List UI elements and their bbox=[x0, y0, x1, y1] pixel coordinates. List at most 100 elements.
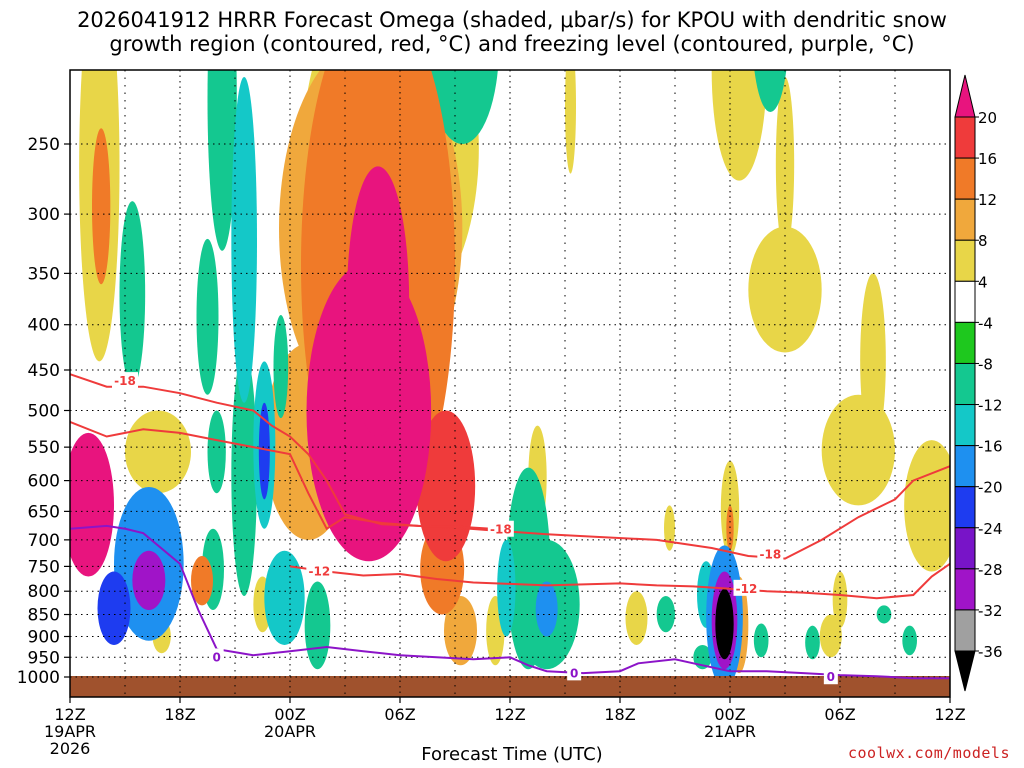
colorbar-segment-8 bbox=[954, 445, 976, 488]
colorbar-segment-6 bbox=[954, 362, 976, 406]
omega-blob-49 bbox=[497, 539, 516, 637]
omega-blob-57 bbox=[346, 166, 410, 437]
omega-blob-13 bbox=[625, 591, 648, 645]
omega-blob-29 bbox=[304, 581, 331, 670]
y-tick-label-750: 750 bbox=[28, 557, 60, 577]
omega-colorbar: 20 16 12 8 4 -4 -8 -12 -16 -20 -24 -28 -32 -36 bbox=[954, 74, 1003, 692]
omega-blob-10 bbox=[904, 440, 950, 572]
omega-blob-54 bbox=[535, 581, 558, 637]
omega-blob-60 bbox=[258, 402, 270, 500]
colorbar-label-2: 12 bbox=[978, 191, 997, 209]
x-tick-label-18: 06Z bbox=[384, 705, 415, 724]
colorbar-bottom-arrow bbox=[954, 650, 976, 692]
omega-blob-46 bbox=[231, 76, 257, 403]
colorbar-label-10: -24 bbox=[978, 520, 1003, 538]
colorbar-label-13: -36 bbox=[978, 643, 1003, 661]
x-date-label-12: 20APR bbox=[264, 722, 316, 741]
omega-blob-51 bbox=[726, 505, 734, 551]
temperature-contours: -18 -18 -18 -12 -12 0 0 0 bbox=[70, 372, 950, 685]
omega-blob-59 bbox=[97, 571, 131, 645]
omega-blob-26 bbox=[273, 314, 289, 419]
x-tick-label-42: 06Z bbox=[824, 705, 855, 724]
x-tick-label-12: 00Z bbox=[274, 705, 305, 724]
omega-blob-24 bbox=[196, 238, 219, 395]
omega-blob-19 bbox=[664, 505, 675, 551]
omega-blob-47 bbox=[264, 550, 305, 645]
colorbar-label-5: -4 bbox=[978, 314, 993, 332]
colorbar-segment-3 bbox=[954, 239, 976, 282]
colorbar-label-8: -16 bbox=[978, 438, 1003, 456]
omega-blob-34 bbox=[656, 595, 675, 633]
y-tick-label-400: 400 bbox=[28, 316, 60, 336]
y-tick-label-500: 500 bbox=[28, 402, 60, 422]
x-tick-label-30: 18Z bbox=[604, 705, 635, 724]
freezing-label-bg-2 bbox=[823, 668, 838, 685]
omega-blob-32 bbox=[754, 70, 787, 112]
colorbar-segment-11 bbox=[954, 568, 976, 611]
colorbar-segment-5 bbox=[954, 321, 976, 364]
dgz-label-bg-2 bbox=[757, 545, 784, 562]
y-tick-label-350: 350 bbox=[28, 264, 60, 284]
colorbar-label-3: 8 bbox=[978, 232, 988, 250]
omega-blob-5 bbox=[565, 70, 576, 174]
y-tick-label-650: 650 bbox=[28, 502, 60, 522]
colorbar-label-0: 20 bbox=[978, 109, 997, 127]
chart-title-line-2: growth region (contoured, red, °C) and f… bbox=[109, 32, 915, 56]
y-tick-label-300: 300 bbox=[28, 205, 60, 225]
colorbar-segment-0 bbox=[954, 116, 976, 159]
y-tick-label-1000: 1000 bbox=[17, 668, 60, 688]
y-tick-label-600: 600 bbox=[28, 472, 60, 492]
omega-blob-39 bbox=[902, 625, 918, 656]
y-tick-label-550: 550 bbox=[28, 438, 60, 458]
pressure-axis: 250 300 350 400 450 500 550 600 650 700 750 800 8509… bbox=[17, 135, 70, 688]
omega-blob-45 bbox=[191, 556, 213, 606]
x-axis-title: Forecast Time (UTC) bbox=[421, 744, 603, 765]
omega-blob-4 bbox=[711, 70, 767, 181]
omega-blob-27 bbox=[231, 352, 257, 596]
omega-blob-36 bbox=[753, 623, 769, 658]
omega-blob-37 bbox=[805, 625, 820, 660]
y-tick-label-700: 700 bbox=[28, 531, 60, 551]
dgz-minus18-lower-contour bbox=[70, 420, 511, 535]
colorbar-label-6: -8 bbox=[978, 355, 993, 373]
x-date-label-0: 19APR bbox=[44, 722, 96, 741]
colorbar-segment-4 bbox=[954, 280, 976, 323]
grid-lines bbox=[70, 70, 950, 697]
y-tick-label-850: 850 bbox=[28, 606, 60, 626]
colorbar-segment-12 bbox=[954, 609, 976, 652]
freezing-label-0: 0 bbox=[212, 650, 220, 664]
omega-blob-58 bbox=[70, 432, 114, 577]
colorbar-label-7: -12 bbox=[978, 397, 1003, 415]
freezing-label-2: 0 bbox=[827, 670, 835, 684]
colorbar-top-arrow bbox=[954, 74, 976, 118]
omega-blob-25 bbox=[207, 410, 226, 494]
omega-blob-23 bbox=[207, 70, 237, 251]
omega-blob-44 bbox=[92, 128, 111, 285]
omega-blob-7 bbox=[748, 226, 822, 353]
x-year-label-0: 2026 bbox=[50, 739, 91, 758]
omega-blob-22 bbox=[119, 201, 146, 387]
y-tick-label-250: 250 bbox=[28, 135, 60, 155]
colorbar-segment-9 bbox=[954, 486, 976, 529]
omega-blob-12 bbox=[832, 571, 848, 628]
colorbar-label-12: -32 bbox=[978, 602, 1003, 620]
omega-blob-41 bbox=[444, 595, 477, 666]
colorbar-label-9: -20 bbox=[978, 479, 1003, 497]
y-tick-label-800: 800 bbox=[28, 582, 60, 602]
x-tick-label-48: 12Z bbox=[934, 705, 965, 724]
colorbar-label-11: -28 bbox=[978, 561, 1003, 579]
colorbar-segment-2 bbox=[954, 198, 976, 241]
chart-title-line-1: 2026041912 HRRR Forecast Omega (shaded, … bbox=[77, 8, 947, 32]
omega-blob-61 bbox=[132, 550, 166, 610]
dgz-label-3: -12 bbox=[308, 564, 330, 578]
dgz-minus12-contour bbox=[289, 562, 950, 600]
omega-blob-9 bbox=[821, 394, 895, 506]
y-tick-label-900: 900 bbox=[28, 627, 60, 647]
freezing-level-contour bbox=[70, 524, 950, 680]
y-tick-label-450: 450 bbox=[28, 361, 60, 381]
colorbar-label-4: 4 bbox=[978, 273, 988, 291]
omega-blob-11 bbox=[819, 614, 842, 658]
dgz-label-bg-3 bbox=[306, 562, 333, 579]
